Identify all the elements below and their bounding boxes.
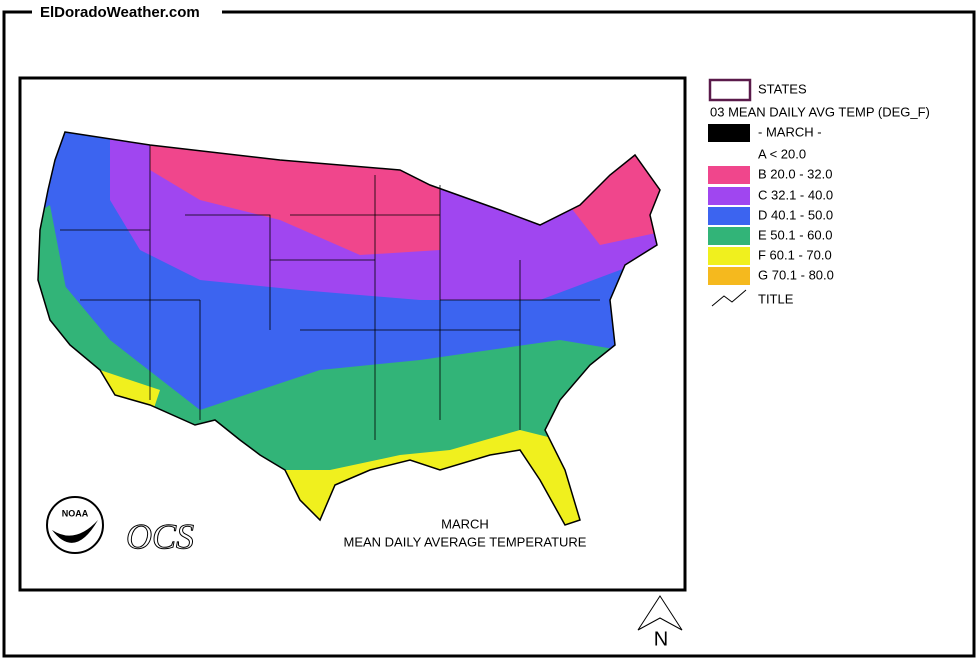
state-lines <box>60 145 600 440</box>
legend-label: - MARCH - <box>758 124 822 139</box>
legend-swatch <box>708 267 750 285</box>
legend-swatch <box>708 166 750 184</box>
noaa-bird <box>52 520 98 543</box>
legend-swatch <box>708 227 750 245</box>
title-backdrop <box>32 2 222 24</box>
legend: - MARCH - A < 20.0 B 20.0 - 32.0 C 32.1 - 4… <box>708 124 834 285</box>
layer-title: 03 MEAN DAILY AVG TEMP (DEG_F) <box>710 104 930 119</box>
caption-month: MARCH <box>441 516 489 531</box>
states-swatch <box>708 78 752 102</box>
title-icon <box>711 289 747 307</box>
legend-label: G 70.1 - 80.0 <box>758 267 834 282</box>
site-title: ElDoradoWeather.com <box>40 4 200 21</box>
legend-swatch <box>708 124 750 142</box>
legend-label: B 20.0 - 32.0 <box>758 166 832 181</box>
legend-swatch <box>708 187 750 205</box>
us-outline <box>37 131 661 526</box>
north-label: N <box>654 628 668 650</box>
temperature-zone <box>38 205 72 340</box>
legend-swatch <box>708 247 750 265</box>
legend-label: A < 20.0 <box>758 146 806 161</box>
legend-label: D 40.1 - 50.0 <box>758 207 833 222</box>
outer-frame <box>2 10 976 658</box>
legend-swatch <box>708 207 750 225</box>
legend-label: F 60.1 - 70.0 <box>758 247 832 262</box>
title-label: TITLE <box>758 291 794 306</box>
states-label: STATES <box>758 81 807 96</box>
north-arrow <box>637 595 683 631</box>
legend-label: C 32.1 - 40.0 <box>758 187 833 202</box>
caption-title: MEAN DAILY AVERAGE TEMPERATURE <box>344 534 587 549</box>
ocs-text: OCS <box>126 516 194 556</box>
noaa-text: NOAA <box>62 508 89 518</box>
legend-label: E 50.1 - 60.0 <box>758 227 832 242</box>
state-line <box>60 145 600 440</box>
